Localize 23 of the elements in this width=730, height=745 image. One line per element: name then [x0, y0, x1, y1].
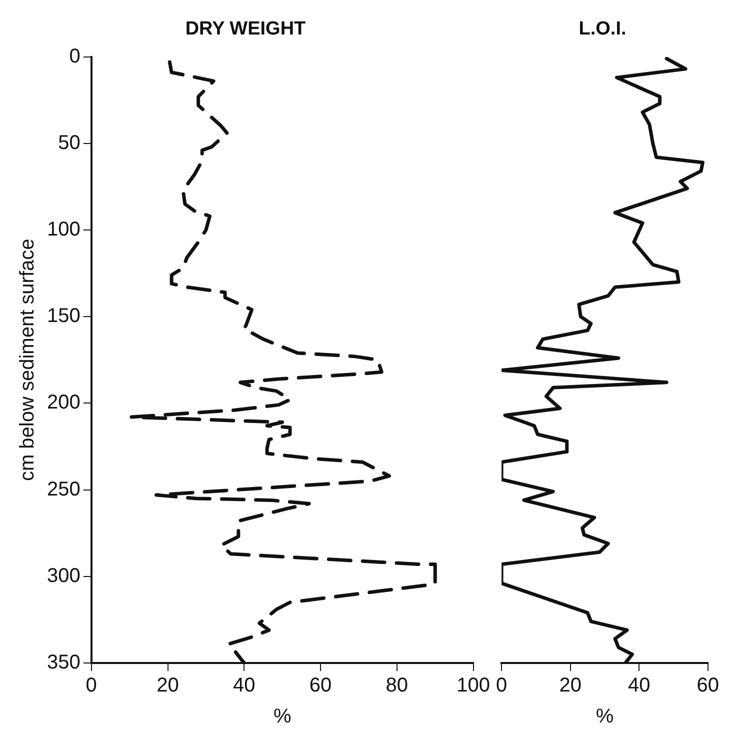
y-tick-label: 50	[58, 132, 80, 154]
x-tick-label: 0	[496, 674, 508, 697]
x-tick-label: 20	[559, 674, 582, 697]
x-tick-label: 60	[309, 674, 332, 697]
y-tick-label: 150	[46, 305, 80, 328]
y-tick-label: 250	[46, 478, 80, 500]
y-tick-label: 100	[46, 218, 80, 241]
x-tick-label: 20	[156, 674, 179, 697]
x-axis-title: %	[273, 706, 292, 728]
x-tick-label: 40	[233, 674, 256, 697]
y-tick-label: 0	[69, 45, 80, 68]
y-axis-title: cm below sediment surface	[16, 238, 39, 482]
y-tick-label: 350	[46, 652, 80, 674]
y-tick-label: 200	[46, 392, 80, 414]
chart-title: L.O.I.	[578, 18, 626, 40]
x-tick-label: 40	[628, 674, 650, 697]
x-axis-title: %	[596, 706, 614, 728]
x-tick-label: 80	[386, 674, 408, 697]
y-tick-label: 300	[46, 564, 80, 587]
x-tick-label: 100	[456, 674, 490, 697]
x-tick-label: 60	[696, 674, 719, 697]
chart-title: DRY WEIGHT	[185, 18, 306, 40]
x-tick-label: 0	[86, 674, 97, 697]
